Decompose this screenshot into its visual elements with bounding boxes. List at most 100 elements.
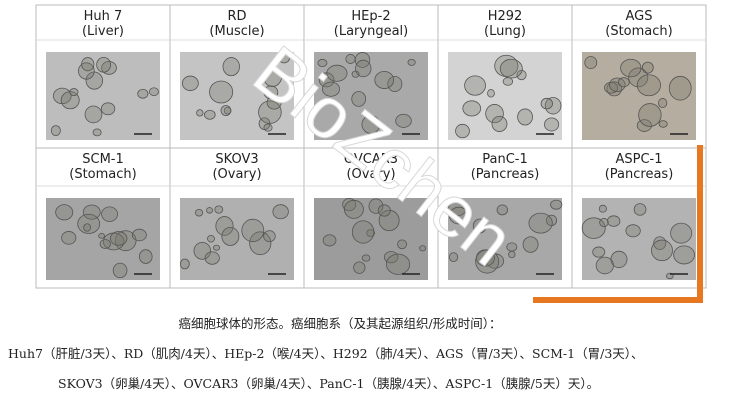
spheroid (607, 215, 621, 227)
spheroid (266, 95, 282, 110)
spheroid (385, 253, 411, 275)
spheroid (263, 67, 282, 87)
micrograph (448, 198, 563, 280)
spheroid (138, 249, 153, 264)
spheroid (595, 256, 614, 275)
spheroid (633, 203, 647, 216)
cell-line-name: HEp-2 (351, 9, 390, 24)
spheroid (149, 87, 159, 97)
spheroid (407, 58, 416, 66)
spheroid (455, 123, 470, 139)
spheroid (241, 218, 265, 243)
spheroid (84, 105, 103, 124)
spheroid (487, 89, 495, 98)
spheroid (181, 75, 199, 91)
spheroid (387, 75, 403, 93)
cell-line-name: ASPC-1 (615, 152, 662, 167)
micrograph (179, 198, 294, 280)
cell-tissue: (Pancreas) (605, 167, 674, 182)
spheroid (517, 108, 533, 126)
cell-line-name: PanC-1 (482, 152, 528, 167)
spheroid (636, 74, 661, 97)
spheroid (485, 104, 504, 124)
caption-title: 癌细胞球体的形态。癌细胞系（及其起源组织/形成时间）： (179, 316, 502, 331)
spheroid (673, 245, 695, 265)
spheroid (55, 204, 74, 221)
spheroid (464, 75, 486, 96)
spheroid (617, 77, 630, 88)
cell-line-name: Huh 7 (84, 9, 123, 24)
spheroid (506, 242, 518, 252)
micrograph-bg (582, 52, 696, 140)
spheroid (378, 209, 400, 232)
spheroid (342, 198, 357, 212)
micrograph-bg (46, 198, 160, 280)
spheroid (361, 115, 381, 134)
spheroid (625, 224, 641, 238)
spheroid (50, 125, 61, 137)
spheroid (204, 251, 220, 265)
cell-tissue: (Lung) (484, 24, 526, 39)
spheroid (351, 91, 367, 107)
micrograph-bg (448, 52, 562, 140)
micrograph (582, 52, 696, 140)
spheroid (100, 102, 116, 116)
micrograph-bg (180, 198, 294, 280)
spheroid (263, 230, 276, 243)
spheroid (419, 245, 427, 252)
spheroid (522, 236, 539, 253)
micrograph (448, 52, 562, 140)
spheroid (343, 199, 364, 219)
cell-line-name: AGS (626, 9, 653, 24)
corner-decoration (533, 145, 703, 303)
cell-tissue: (Laryngeal) (334, 24, 408, 39)
spheroid (395, 113, 412, 128)
caption-line: Huh7（肝脏/3天）、RD（肌肉/4天）、HEp-2（喉/4天）、H292（肺… (8, 346, 644, 361)
cell-tissue: (Pancreas) (471, 167, 540, 182)
spheroid (598, 204, 607, 213)
spheroid (544, 117, 560, 132)
cell-tissue: (Liver) (82, 24, 124, 39)
spheroid (221, 226, 240, 246)
spheroid (351, 220, 375, 244)
spheroid (448, 252, 459, 262)
spheroid (448, 200, 467, 217)
spheroid (636, 119, 652, 132)
spheroid (670, 222, 693, 244)
spheroid (397, 239, 407, 250)
spheroid (540, 97, 553, 110)
spheroid (620, 58, 642, 78)
spheroid (193, 241, 212, 260)
spheroid (114, 230, 137, 252)
spheroid (604, 82, 619, 94)
spheroid (651, 239, 673, 262)
micrograph (180, 52, 294, 140)
spheroid (96, 56, 112, 73)
spheroid (638, 103, 662, 127)
spheroid (61, 231, 77, 245)
spheroid (377, 204, 391, 217)
micrograph-bg (46, 52, 160, 140)
spheroid (462, 100, 482, 117)
spheroid (366, 229, 375, 237)
spheroid (502, 77, 514, 86)
spheroid (249, 231, 272, 256)
spheroid (179, 258, 190, 270)
figure-grid: Huh 7(Liver) RD(Muscle) HEp-2(Laryngeal) H2… (35, 4, 707, 289)
spheroid (374, 70, 395, 89)
spheroid (326, 64, 348, 82)
cell-line-name: H292 (488, 9, 523, 24)
spheroid (584, 56, 598, 70)
spheroid (204, 109, 216, 120)
spheroid (137, 88, 149, 99)
spheroid (222, 57, 240, 77)
spheroid (194, 208, 204, 217)
cell-tissue: (Stomach) (605, 24, 672, 39)
spheroid (491, 115, 508, 132)
spheroid (353, 261, 366, 274)
spheroid (81, 57, 95, 72)
spheroid (609, 77, 626, 92)
spheroid (641, 61, 654, 74)
spheroid (472, 218, 487, 234)
spheroid (263, 123, 273, 132)
